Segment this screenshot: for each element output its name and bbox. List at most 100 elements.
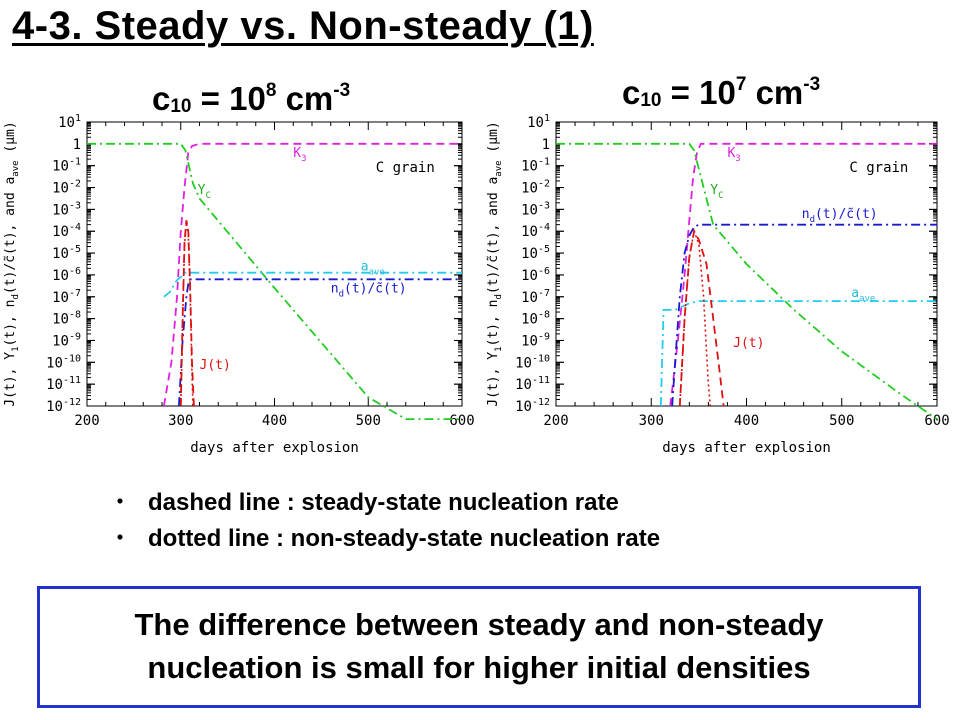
y-tick-label: 101	[58, 113, 81, 131]
y-tick-exponent: -12	[532, 397, 550, 408]
chart-right: 200 300 400 500 60010-1210-1110-1010-910-810…	[486, 113, 950, 456]
y-tick-exponent: -12	[63, 397, 81, 408]
bullet-list: ・ dashed line : steady-state nucleation r…	[108, 482, 660, 554]
label-nd-main: n	[331, 281, 339, 296]
y-tick-exponent: -1	[538, 157, 550, 168]
y-tick-exponent: -7	[538, 288, 550, 299]
y-tick-exponent: -1	[69, 157, 81, 168]
y-tick-base: 10	[46, 355, 63, 371]
c-symbol: c	[152, 80, 171, 117]
label-a-ave: aave	[851, 286, 875, 304]
label-nd-rest: (t)/c̃(t)	[815, 207, 878, 222]
y-axis-part: (μm)	[3, 121, 18, 160]
y-tick-exponent: -5	[69, 244, 81, 255]
y-tick-label: 10-2	[521, 179, 550, 197]
series-line-j-t-non-steady	[679, 228, 712, 407]
y-tick-base: 10	[52, 268, 69, 284]
label-k3-main: K	[293, 146, 301, 161]
series-line-yc	[556, 142, 938, 420]
y-tick-base: 10	[521, 268, 538, 284]
y-tick-label: 10-10	[515, 353, 550, 371]
y-tick-label: 101	[527, 113, 550, 131]
y-tick-exponent: 1	[75, 113, 81, 124]
label-nd: nd(t)/c̃(t)	[331, 281, 407, 299]
y-tick-label: 10-4	[52, 222, 81, 240]
y-tick-base: 10	[515, 399, 532, 415]
annotation-c-grain: C grain	[376, 160, 435, 176]
y-tick-exponent: -4	[69, 222, 81, 233]
y-tick-label: 10-5	[52, 244, 81, 262]
y-tick-base: 10	[527, 115, 544, 131]
series-line-a-ave	[659, 300, 937, 407]
y-axis-label: J(t), Y1(t), nd(t)/c̃(t), and aave (μm)	[3, 121, 21, 406]
label-a-ave-main: a	[851, 286, 859, 301]
label-yc: YC	[198, 183, 211, 201]
x-tick-label: 400	[262, 413, 287, 429]
y-tick-exponent: -7	[69, 288, 81, 299]
equals-text: = 10	[191, 80, 266, 117]
y-tick-base: 10	[521, 159, 538, 175]
y-axis-part: J(t), Y	[486, 352, 501, 407]
x-axis-label: days after explosion	[662, 440, 831, 456]
y-tick-exponent: -4	[538, 222, 550, 233]
series-line-yc	[87, 142, 462, 421]
x-tick-label: 200	[74, 413, 99, 429]
y-tick-base: 10	[52, 202, 69, 218]
label-nd-main: n	[802, 207, 810, 222]
label-a-ave-sub: ave	[859, 294, 875, 304]
y-tick-base: 10	[52, 290, 69, 306]
y-tick-label: 10-8	[52, 310, 81, 328]
label-a-ave: aave	[361, 260, 385, 278]
y-tick-exponent: -6	[538, 266, 550, 277]
y-tick-label: 10-9	[521, 331, 550, 349]
y-tick-label: 10-4	[521, 222, 550, 240]
x-tick-label: 300	[168, 413, 193, 429]
label-k3-main: K	[727, 146, 735, 161]
y-tick-exponent: -9	[69, 331, 81, 342]
equals-text: = 10	[661, 74, 736, 111]
conclusion-line-1: The difference between steady and non-st…	[134, 607, 824, 642]
y-tick-exponent: -11	[63, 375, 81, 386]
x-tick-label: 600	[449, 413, 474, 429]
y-tick-base: 10	[52, 181, 69, 197]
y-tick-exponent: -5	[538, 244, 550, 255]
y-tick-exponent: -8	[538, 310, 550, 321]
label-k3: K3	[727, 146, 740, 164]
y-tick-base: 10	[52, 312, 69, 328]
y-tick-exponent: -2	[69, 179, 81, 190]
label-nd-rest: (t)/c̃(t)	[344, 281, 407, 296]
y-tick-label: 10-8	[521, 310, 550, 328]
y-tick-base: 1	[73, 137, 81, 153]
label-k3-sub: 3	[301, 154, 306, 164]
y-tick-base: 10	[52, 333, 69, 349]
y-axis-part: (t), n	[486, 300, 501, 347]
label-yc-main: Y	[710, 183, 718, 198]
y-tick-base: 10	[521, 333, 538, 349]
unit-text: cm	[746, 74, 804, 111]
y-tick-label: 10-11	[515, 375, 550, 393]
x-tick-label: 300	[639, 413, 664, 429]
panel-heading-right: c10 = 107 cm-3	[622, 74, 820, 112]
unit-text: cm	[276, 80, 334, 117]
y-axis-part: (t)/c̃(t), and a	[3, 177, 18, 294]
y-tick-base: 10	[521, 312, 538, 328]
y-axis-part: J(t), Y	[3, 352, 18, 407]
bullet-text: dotted line : non-steady-state nucleatio…	[148, 525, 661, 552]
label-a-ave-main: a	[361, 260, 369, 275]
bullet-marker: ・	[108, 489, 132, 516]
y-tick-label: 10-3	[52, 200, 81, 218]
density-exponent: 7	[735, 74, 747, 95]
label-nd-sub: d	[810, 215, 815, 225]
label-nd: nd(t)/c̃(t)	[802, 207, 878, 225]
y-tick-label: 10-12	[515, 397, 550, 415]
y-tick-exponent: -6	[69, 266, 81, 277]
y-axis-sub: ave	[11, 160, 21, 176]
y-axis-sub: d	[494, 294, 504, 299]
label-k3: K3	[293, 146, 306, 164]
series-line-j-t-	[179, 220, 195, 407]
unit-exponent: -3	[333, 80, 351, 101]
label-yc-sub: C	[205, 191, 210, 201]
y-tick-base: 10	[521, 202, 538, 218]
y-axis-sub: 1	[494, 346, 504, 351]
y-tick-base: 10	[52, 159, 69, 175]
